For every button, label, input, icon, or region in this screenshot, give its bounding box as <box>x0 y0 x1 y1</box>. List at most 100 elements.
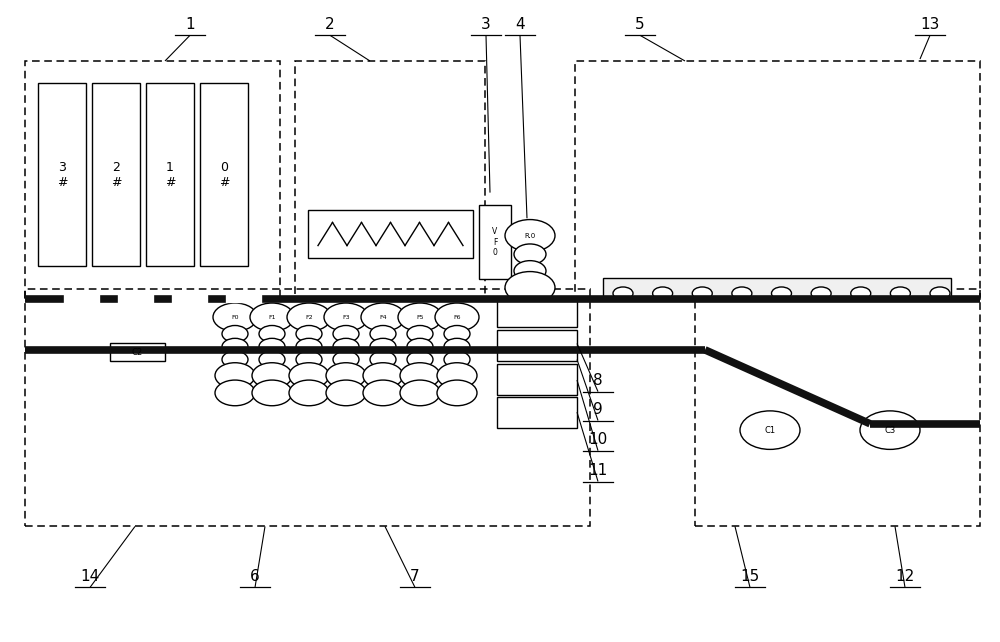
Text: F1: F1 <box>268 315 276 320</box>
Text: V
F
0: V F 0 <box>492 227 498 257</box>
Circle shape <box>505 220 555 252</box>
Text: 11: 11 <box>588 464 608 478</box>
Text: C2: C2 <box>132 348 143 357</box>
Text: 1
#: 1 # <box>165 161 175 189</box>
Text: F6: F6 <box>453 315 461 320</box>
Text: 7: 7 <box>410 569 420 584</box>
Circle shape <box>444 338 470 355</box>
Circle shape <box>398 303 442 331</box>
Circle shape <box>444 351 470 368</box>
Circle shape <box>400 380 440 406</box>
Circle shape <box>437 380 477 406</box>
Text: F0: F0 <box>231 315 239 320</box>
Circle shape <box>213 303 257 331</box>
Text: R.0: R.0 <box>524 232 536 239</box>
Circle shape <box>772 287 792 300</box>
Circle shape <box>890 287 910 300</box>
Text: C3: C3 <box>884 426 896 435</box>
Text: 3
#: 3 # <box>57 161 67 189</box>
Circle shape <box>326 363 366 388</box>
Circle shape <box>437 363 477 388</box>
Circle shape <box>333 338 359 355</box>
Circle shape <box>215 363 255 388</box>
Circle shape <box>851 287 871 300</box>
Text: 4: 4 <box>515 17 525 32</box>
Circle shape <box>930 287 950 300</box>
Bar <box>25 289 590 526</box>
Bar <box>308 210 473 258</box>
Bar <box>25 61 280 299</box>
Circle shape <box>363 380 403 406</box>
Circle shape <box>363 363 403 388</box>
Circle shape <box>860 411 920 449</box>
Circle shape <box>324 303 368 331</box>
Text: C1: C1 <box>764 426 776 435</box>
Bar <box>92 83 140 266</box>
Circle shape <box>370 351 396 368</box>
Bar <box>497 397 577 428</box>
Circle shape <box>252 363 292 388</box>
Circle shape <box>732 287 752 300</box>
Circle shape <box>215 380 255 406</box>
Circle shape <box>222 325 248 342</box>
Circle shape <box>296 325 322 342</box>
Circle shape <box>407 325 433 342</box>
Circle shape <box>514 261 546 281</box>
Circle shape <box>444 325 470 342</box>
Circle shape <box>370 338 396 355</box>
Circle shape <box>514 244 546 265</box>
Circle shape <box>259 325 285 342</box>
Circle shape <box>407 338 433 355</box>
Bar <box>603 278 951 299</box>
Text: F5: F5 <box>416 315 424 320</box>
Circle shape <box>613 287 633 300</box>
Bar <box>695 289 980 526</box>
Circle shape <box>740 411 800 449</box>
Circle shape <box>692 287 712 300</box>
Bar <box>295 61 485 299</box>
Text: 15: 15 <box>740 569 760 584</box>
Circle shape <box>287 303 331 331</box>
Bar <box>38 83 86 266</box>
Text: 13: 13 <box>920 17 940 32</box>
Circle shape <box>435 303 479 331</box>
Circle shape <box>407 351 433 368</box>
Circle shape <box>811 287 831 300</box>
Text: F4: F4 <box>379 315 387 320</box>
Circle shape <box>333 325 359 342</box>
Text: 1: 1 <box>185 17 195 32</box>
Circle shape <box>259 338 285 355</box>
Text: 0
#: 0 # <box>219 161 229 189</box>
Circle shape <box>400 363 440 388</box>
Circle shape <box>289 380 329 406</box>
Bar <box>497 297 577 327</box>
Text: F2: F2 <box>305 315 313 320</box>
Bar <box>497 330 577 361</box>
Text: 3: 3 <box>481 17 491 32</box>
Circle shape <box>259 351 285 368</box>
Text: 2
#: 2 # <box>111 161 121 189</box>
Text: 5: 5 <box>635 17 645 32</box>
Text: 14: 14 <box>80 569 100 584</box>
Text: 8: 8 <box>593 374 603 388</box>
Circle shape <box>361 303 405 331</box>
Circle shape <box>222 351 248 368</box>
Bar <box>479 205 511 279</box>
Circle shape <box>252 380 292 406</box>
Circle shape <box>333 351 359 368</box>
Circle shape <box>222 338 248 355</box>
Text: 6: 6 <box>250 569 260 584</box>
Bar <box>200 83 248 266</box>
Bar <box>575 61 980 299</box>
Circle shape <box>296 351 322 368</box>
Circle shape <box>505 272 555 304</box>
Bar <box>110 343 165 361</box>
Circle shape <box>296 338 322 355</box>
Circle shape <box>250 303 294 331</box>
Circle shape <box>326 380 366 406</box>
Text: 2: 2 <box>325 17 335 32</box>
Text: 9: 9 <box>593 403 603 417</box>
Text: 12: 12 <box>895 569 915 584</box>
Circle shape <box>370 325 396 342</box>
Bar <box>146 83 194 266</box>
